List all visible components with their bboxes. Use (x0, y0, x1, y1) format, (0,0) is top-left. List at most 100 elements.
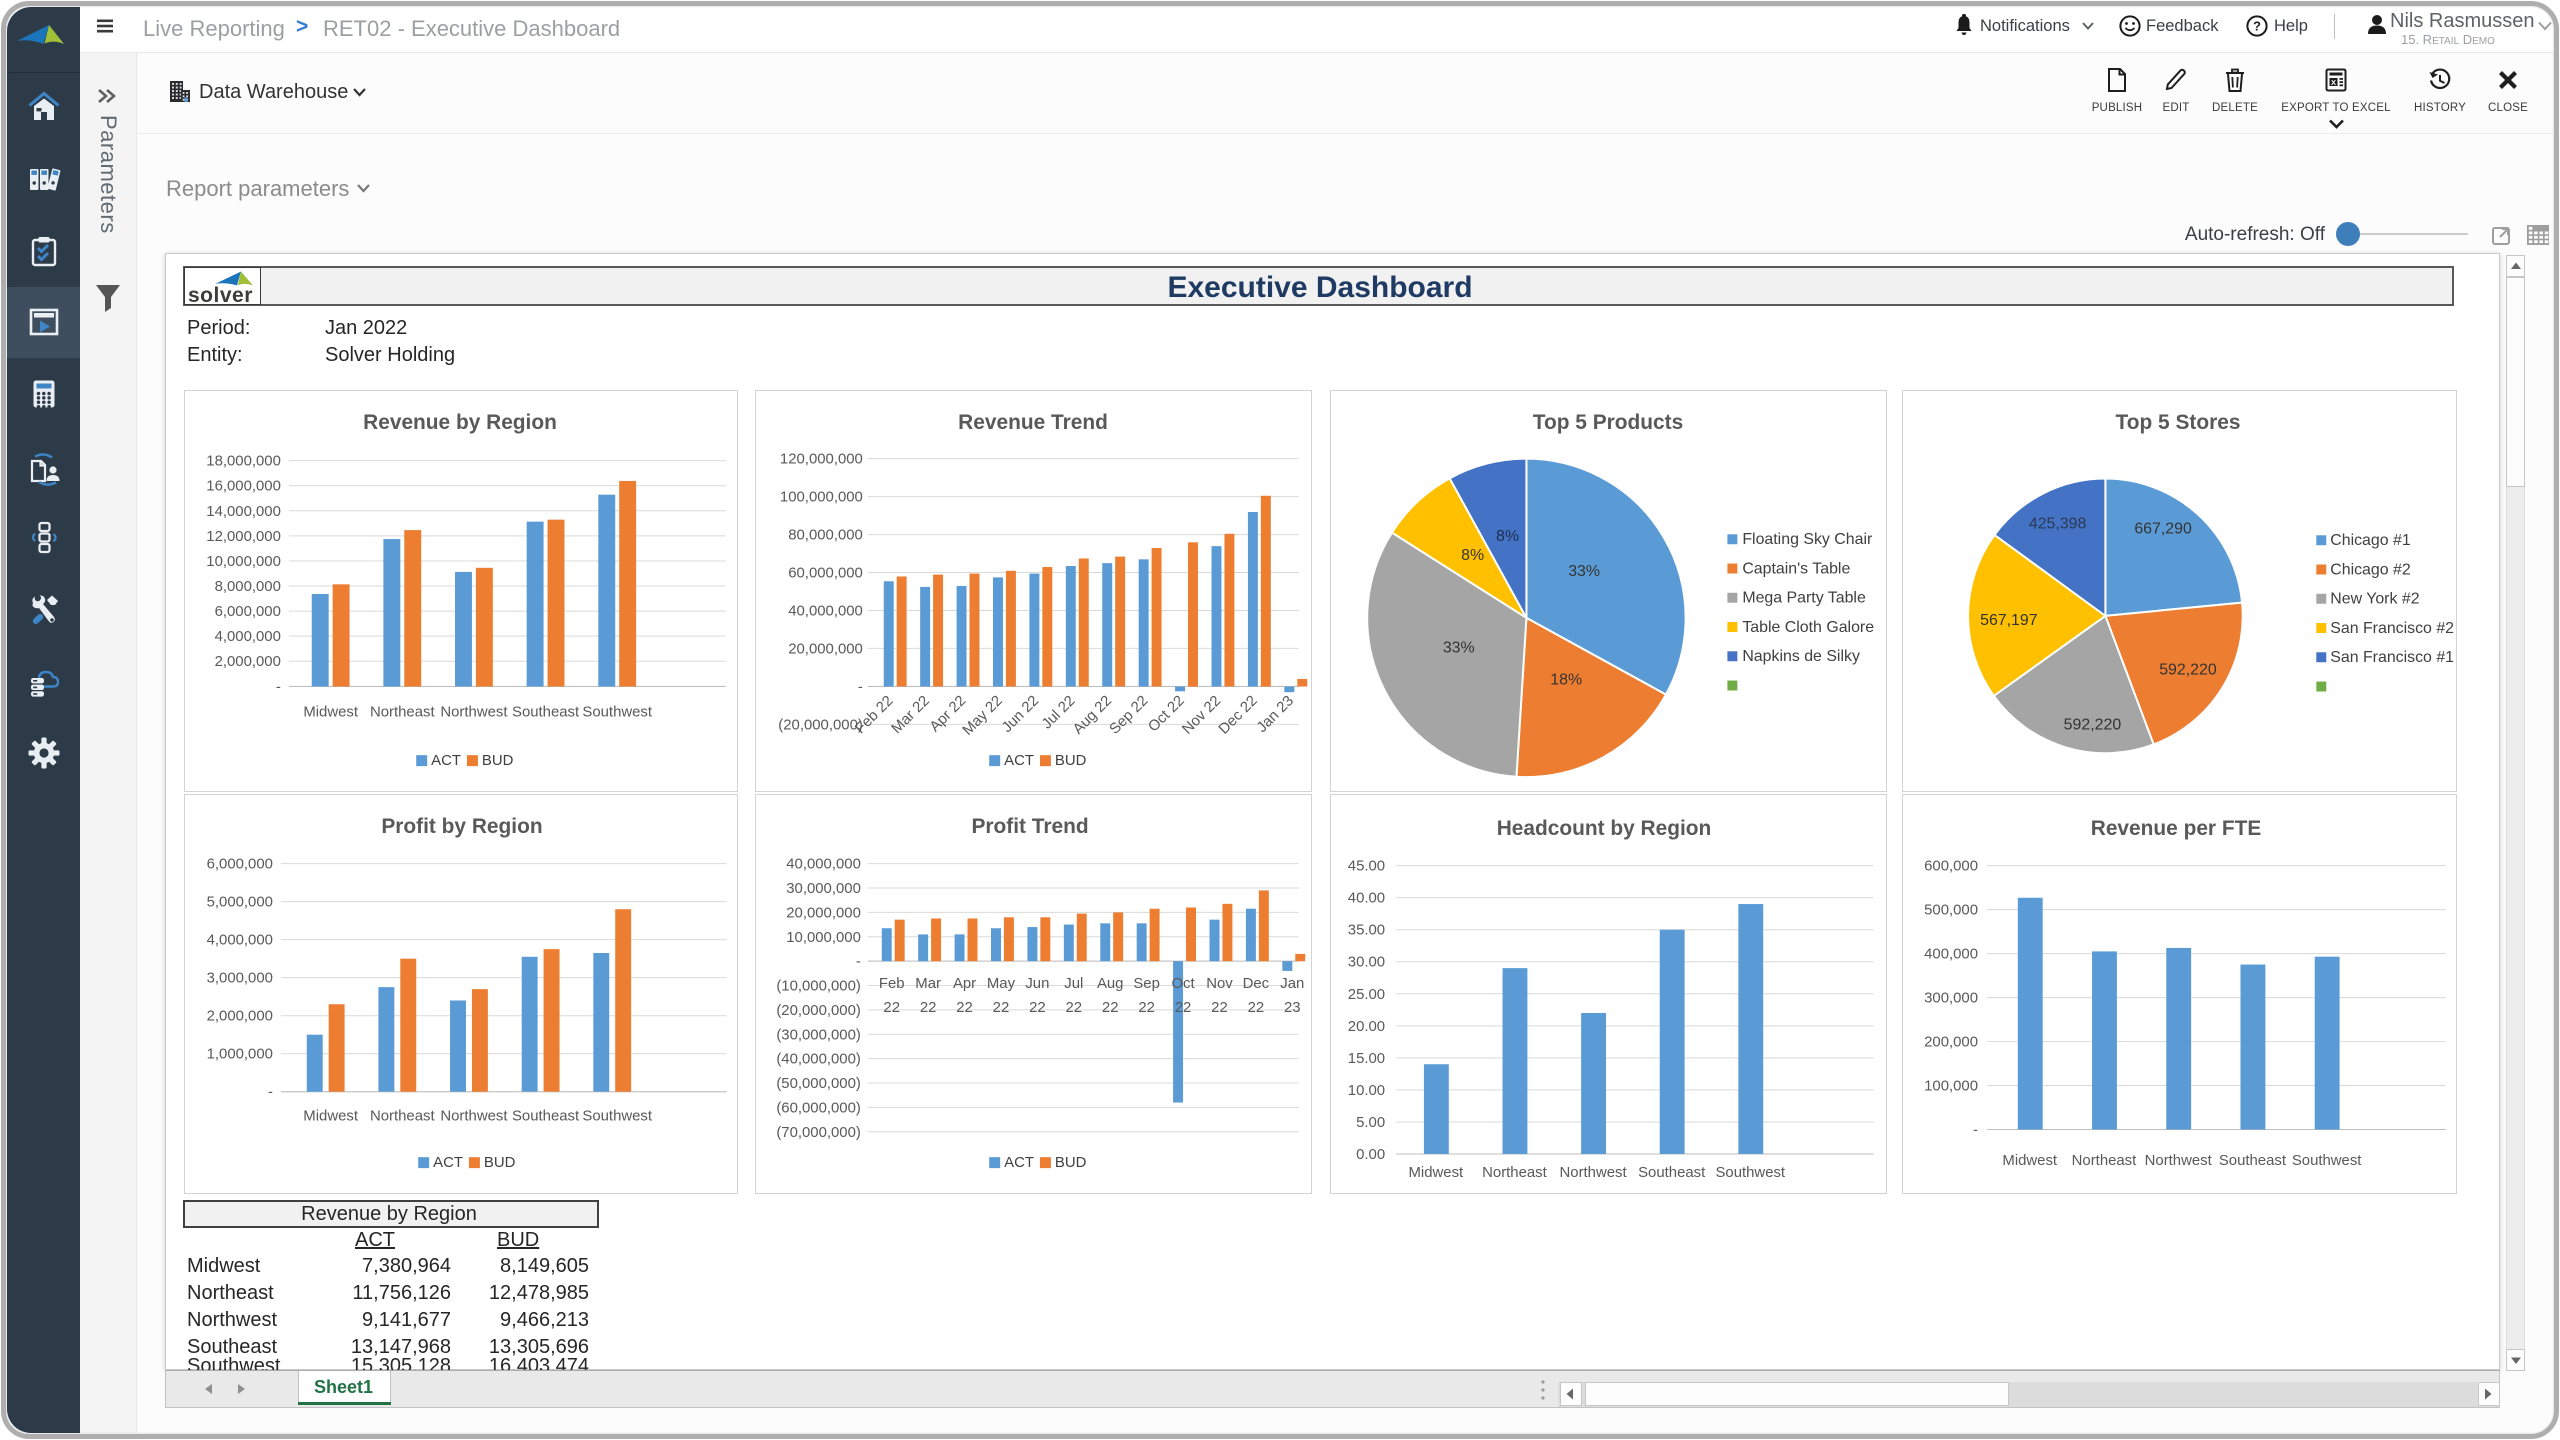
svg-text:-: - (276, 678, 281, 695)
svg-text:ACT: ACT (1004, 752, 1034, 769)
svg-text:Oct: Oct (1171, 975, 1195, 992)
svg-text:8,000,000: 8,000,000 (215, 578, 281, 595)
svg-text:80,000,000: 80,000,000 (788, 527, 863, 544)
svg-text:BUD: BUD (484, 1154, 516, 1171)
svg-text:Southeast: Southeast (2219, 1152, 2287, 1169)
svg-text:33%: 33% (1443, 640, 1475, 657)
svg-text:0.00: 0.00 (1356, 1146, 1385, 1163)
svg-text:22: 22 (1248, 999, 1265, 1016)
svg-text:Jun: Jun (1025, 975, 1049, 992)
svg-text:Chicago #1: Chicago #1 (2330, 532, 2411, 549)
svg-text:60,000,000: 60,000,000 (788, 564, 863, 581)
svg-text:Northeast: Northeast (1482, 1164, 1547, 1181)
svg-text:592,220: 592,220 (2159, 662, 2217, 679)
svg-text:6,000,000: 6,000,000 (207, 856, 273, 873)
svg-text:(70,000,000): (70,000,000) (776, 1124, 861, 1141)
svg-text:500,000: 500,000 (1924, 902, 1978, 919)
svg-text:22: 22 (993, 999, 1010, 1016)
svg-text:?: ? (2253, 19, 2261, 34)
svg-text:40,000,000: 40,000,000 (786, 856, 861, 873)
svg-text:Southwest: Southwest (582, 703, 652, 720)
svg-text:22: 22 (883, 999, 900, 1016)
svg-text:22: 22 (956, 999, 973, 1016)
svg-text:22: 22 (1066, 999, 1083, 1016)
svg-text:2,000,000: 2,000,000 (207, 1008, 273, 1025)
svg-text:120,000,000: 120,000,000 (780, 451, 863, 468)
svg-text:45.00: 45.00 (1348, 858, 1385, 875)
svg-text:Profit by Region: Profit by Region (381, 815, 542, 838)
svg-text:33%: 33% (1568, 563, 1600, 580)
svg-text:Revenue per FTE: Revenue per FTE (2091, 817, 2262, 840)
svg-text:20,000,000: 20,000,000 (786, 904, 861, 921)
svg-text:Apr: Apr (953, 975, 976, 992)
svg-text:Midwest: Midwest (2002, 1152, 2058, 1169)
svg-text:200,000: 200,000 (1924, 1034, 1978, 1051)
svg-text:Northeast: Northeast (370, 703, 435, 720)
svg-text:22: 22 (1175, 999, 1192, 1016)
svg-text:Southeast: Southeast (1638, 1164, 1706, 1181)
svg-text:(20,000,000): (20,000,000) (778, 716, 863, 733)
svg-text:Mar: Mar (915, 975, 941, 992)
svg-text:Sep: Sep (1133, 975, 1160, 992)
svg-text:22: 22 (920, 999, 937, 1016)
svg-text:22: 22 (1029, 999, 1046, 1016)
svg-text:3,000,000: 3,000,000 (207, 970, 273, 987)
svg-text:Captain's Table: Captain's Table (1742, 560, 1850, 577)
svg-text:Northwest: Northwest (440, 1107, 508, 1124)
svg-text:30,000,000: 30,000,000 (786, 880, 861, 897)
svg-text:San Francisco #1: San Francisco #1 (2330, 649, 2454, 666)
svg-text:8%: 8% (1461, 547, 1484, 564)
svg-text:425,398: 425,398 (2029, 515, 2087, 532)
svg-text:Headcount by Region: Headcount by Region (1497, 817, 1712, 840)
svg-text:Top 5 Stores: Top 5 Stores (2116, 411, 2241, 434)
svg-text:567,197: 567,197 (1980, 612, 2038, 629)
svg-text:Northwest: Northwest (2145, 1152, 2213, 1169)
svg-text:Southwest: Southwest (2292, 1152, 2362, 1169)
svg-text:San Francisco #2: San Francisco #2 (2330, 620, 2454, 637)
svg-text:20,000,000: 20,000,000 (788, 640, 863, 657)
svg-text:15.00: 15.00 (1348, 1050, 1385, 1067)
svg-text:30.00: 30.00 (1348, 954, 1385, 971)
svg-text:10.00: 10.00 (1348, 1082, 1385, 1099)
svg-text:ACT: ACT (431, 752, 461, 769)
svg-text:Southeast: Southeast (512, 1107, 580, 1124)
svg-text:X: X (2331, 78, 2336, 87)
svg-text:Revenue by Region: Revenue by Region (363, 411, 557, 434)
svg-text:(40,000,000): (40,000,000) (776, 1051, 861, 1068)
svg-text:Southwest: Southwest (1715, 1164, 1785, 1181)
svg-text:Table Cloth Galore: Table Cloth Galore (1742, 619, 1874, 636)
svg-text:Northwest: Northwest (440, 703, 508, 720)
svg-text:23: 23 (1284, 999, 1301, 1016)
svg-text:New York #2: New York #2 (2330, 591, 2419, 608)
svg-text:-: - (268, 1084, 273, 1101)
svg-text:5,000,000: 5,000,000 (207, 894, 273, 911)
svg-text:Mega Party Table: Mega Party Table (1742, 590, 1866, 607)
svg-text:20.00: 20.00 (1348, 1018, 1385, 1035)
svg-text:14,000,000: 14,000,000 (206, 503, 281, 520)
svg-text:BUD: BUD (1055, 752, 1087, 769)
svg-text:ACT: ACT (433, 1154, 463, 1171)
svg-text:8%: 8% (1496, 528, 1519, 545)
svg-text:Northeast: Northeast (370, 1107, 435, 1124)
svg-text:400,000: 400,000 (1924, 946, 1978, 963)
svg-text:Midwest: Midwest (303, 1107, 359, 1124)
svg-text:18,000,000: 18,000,000 (206, 453, 281, 470)
svg-text:-: - (858, 678, 863, 695)
svg-text:(30,000,000): (30,000,000) (776, 1026, 861, 1043)
svg-text:40.00: 40.00 (1348, 890, 1385, 907)
svg-text:BUD: BUD (1055, 1154, 1087, 1171)
svg-text:10,000,000: 10,000,000 (786, 929, 861, 946)
svg-text:25.00: 25.00 (1348, 986, 1385, 1003)
svg-text:4,000,000: 4,000,000 (207, 932, 273, 949)
svg-text:40,000,000: 40,000,000 (788, 602, 863, 619)
svg-text:2,000,000: 2,000,000 (215, 653, 281, 670)
svg-text:10,000,000: 10,000,000 (206, 553, 281, 570)
svg-text:(60,000,000): (60,000,000) (776, 1099, 861, 1116)
svg-text:Floating Sky Chair: Floating Sky Chair (1742, 531, 1873, 548)
svg-text:22: 22 (1211, 999, 1228, 1016)
svg-text:Northeast: Northeast (2072, 1152, 2137, 1169)
svg-text:Top 5 Products: Top 5 Products (1533, 411, 1683, 434)
svg-text:Napkins de Silky: Napkins de Silky (1742, 648, 1860, 665)
svg-text:100,000,000: 100,000,000 (780, 489, 863, 506)
svg-text:May: May (987, 975, 1016, 992)
